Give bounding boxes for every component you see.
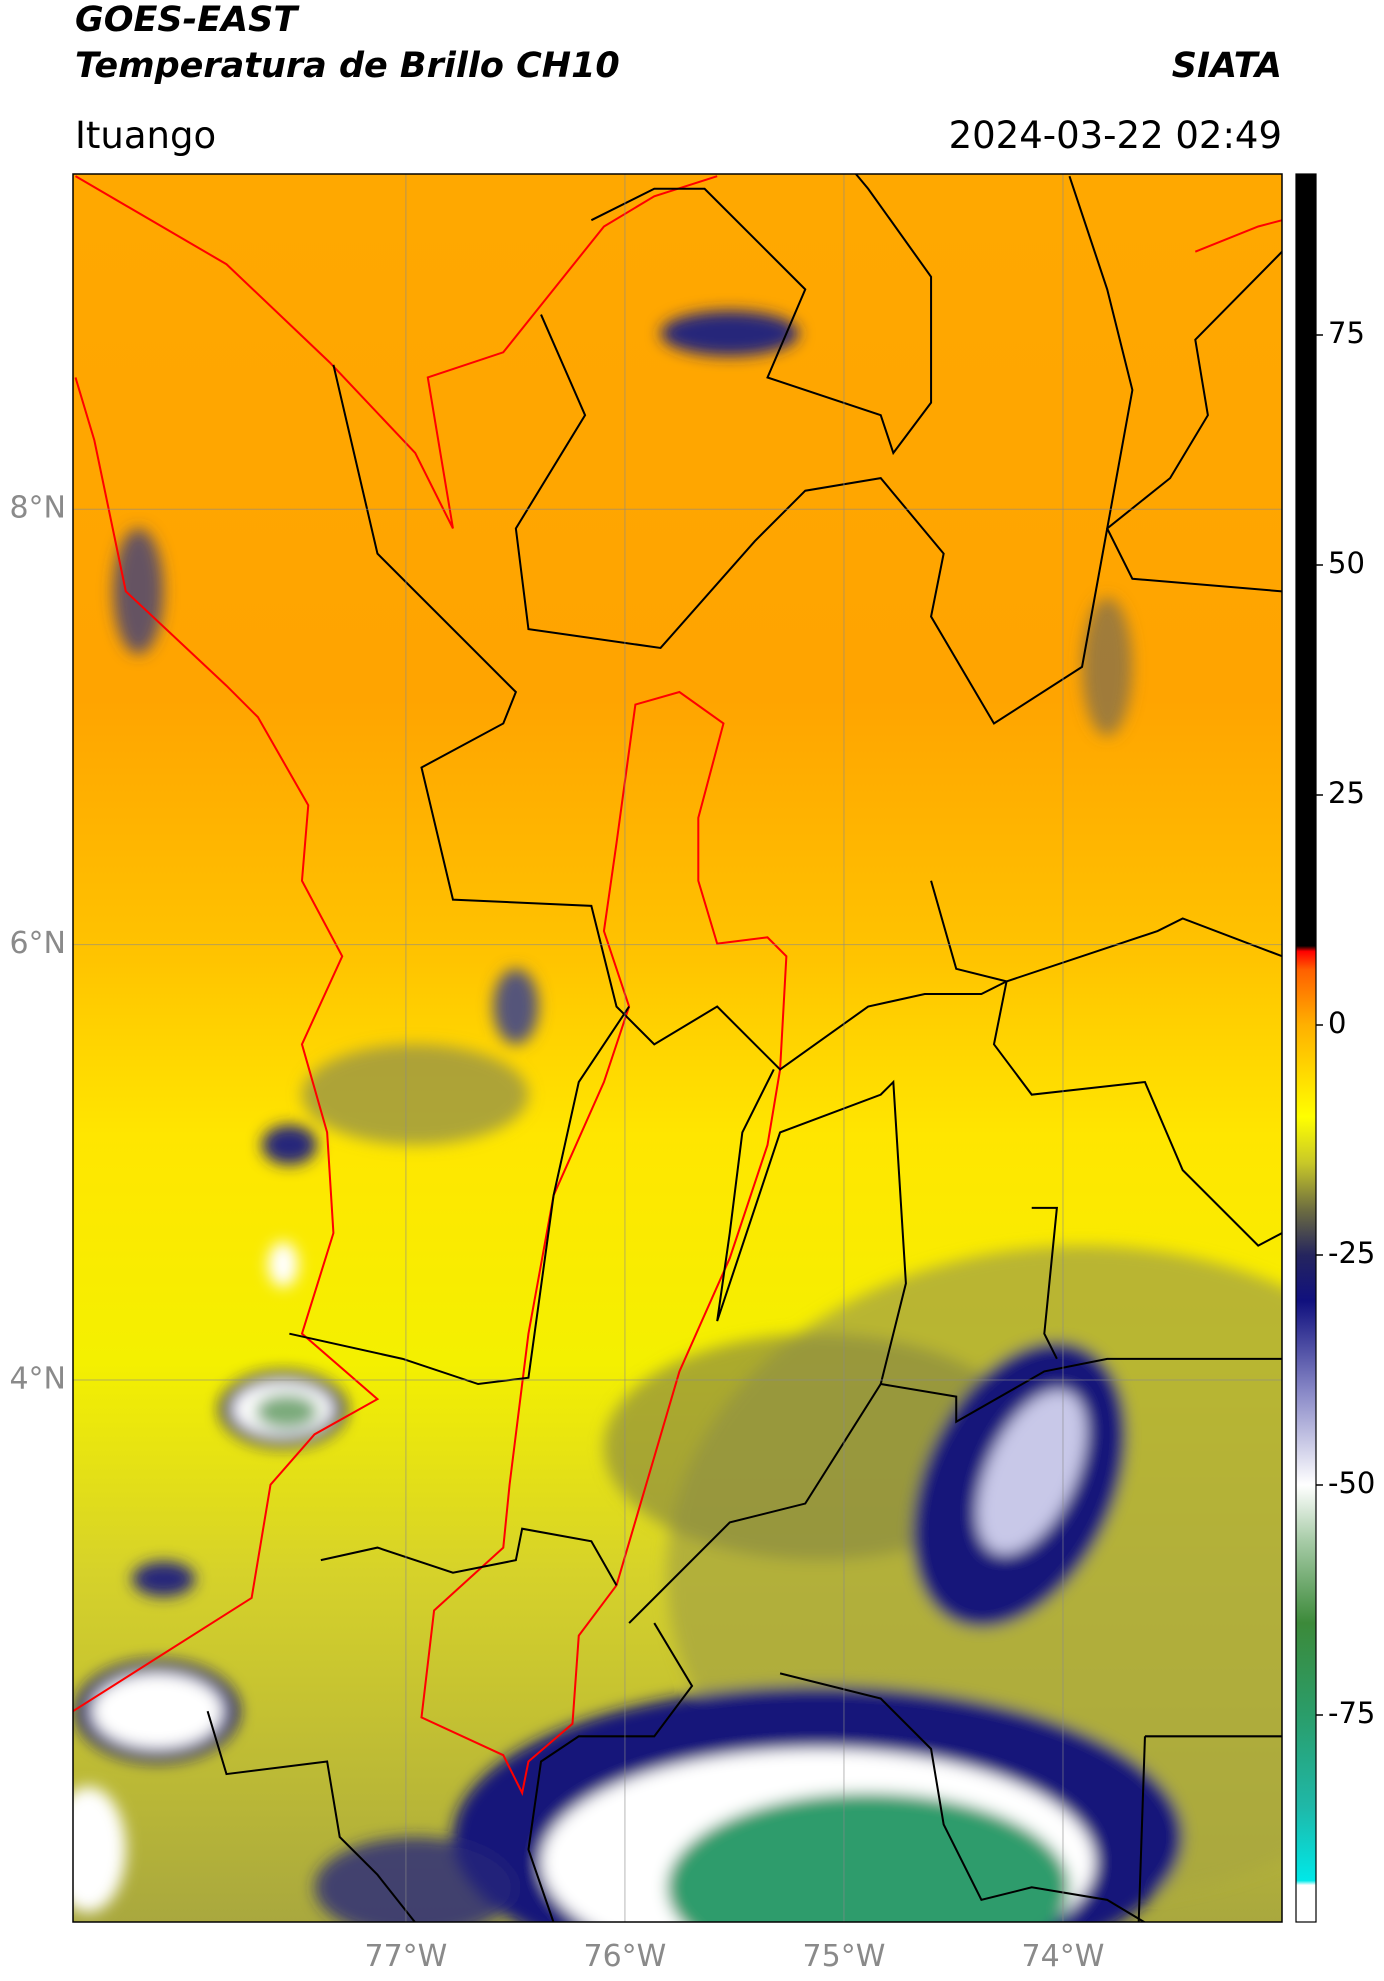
colorbar-tick-label: -75: [1328, 1696, 1375, 1730]
colorbar-tick-label: -25: [1328, 1236, 1375, 1270]
lat-tick-label: 8°N: [9, 491, 66, 526]
colorbar: [1295, 173, 1317, 1923]
map-imagery: [73, 174, 1282, 1922]
map-frame: [72, 173, 1283, 1923]
colorbar-tick-label: -50: [1328, 1466, 1375, 1500]
colorbar-tick-label: 50: [1328, 546, 1365, 580]
colorbar-tick-label: 75: [1328, 316, 1365, 350]
boundaries: [73, 174, 1282, 1922]
source: SIATA: [1172, 46, 1282, 86]
lat-tick-label: 4°N: [9, 1361, 66, 1396]
title-line2: Temperatura de Brillo CH10: [75, 46, 620, 86]
lon-tick-label: 75°W: [803, 1939, 886, 1974]
lon-tick-label: 77°W: [364, 1939, 447, 1974]
datetime: 2024-03-22 02:49: [949, 114, 1282, 157]
colorbar-tick-label: 25: [1328, 776, 1365, 810]
title-line1: GOES-EAST: [75, 0, 300, 40]
cloud-field: [73, 310, 1282, 1922]
lon-tick-label: 76°W: [584, 1939, 667, 1974]
region: Ituango: [75, 114, 216, 157]
lat-tick-label: 6°N: [9, 926, 66, 961]
lon-tick-label: 74°W: [1022, 1939, 1105, 1974]
graticule: [73, 174, 1282, 1922]
colorbar-tick-label: 0: [1328, 1006, 1346, 1040]
